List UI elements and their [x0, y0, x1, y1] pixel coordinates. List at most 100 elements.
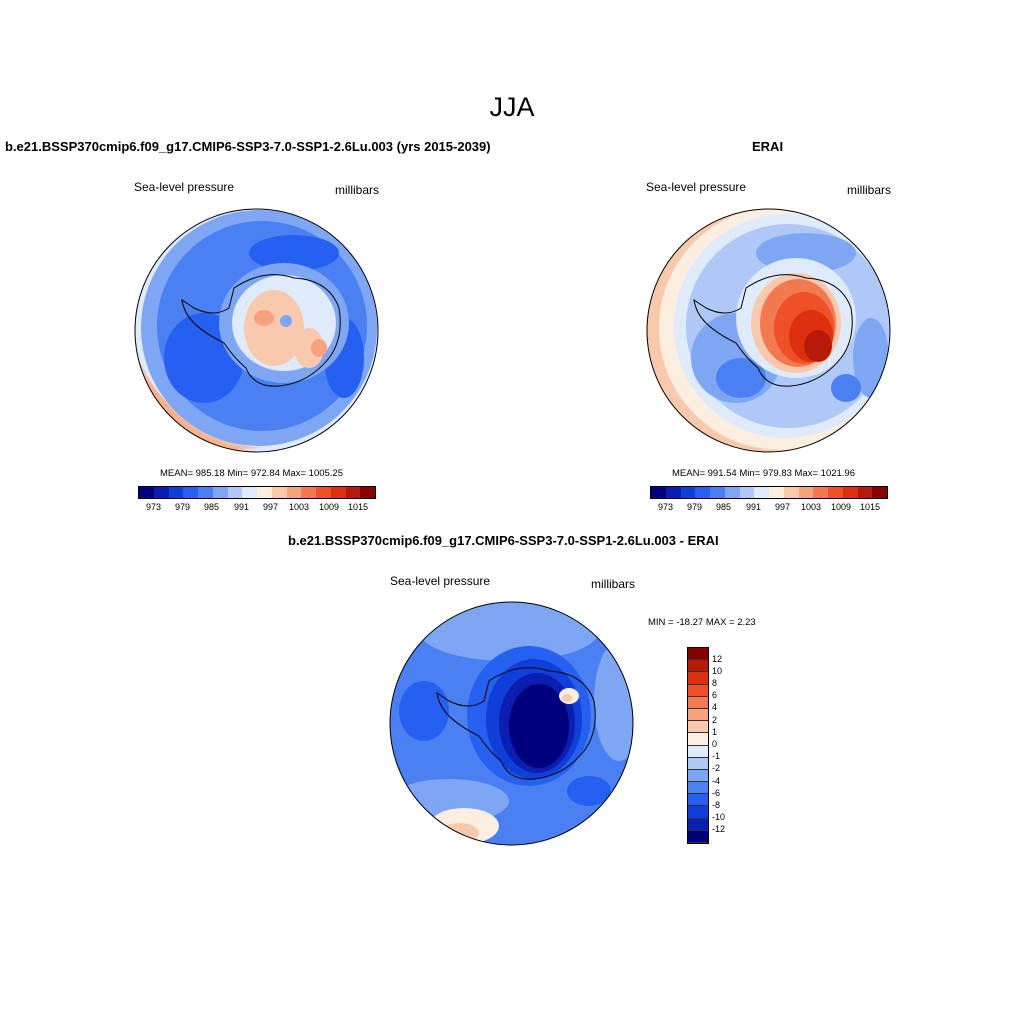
colorbar-swatch: [271, 487, 287, 498]
colorbar-swatch: [153, 487, 169, 498]
colorbar-swatch: [680, 487, 696, 498]
colorbar-swatch: [798, 487, 814, 498]
panel1-units: millibars: [335, 183, 380, 197]
colorbar-swatch: [168, 487, 184, 498]
tick: 997: [775, 502, 791, 512]
colorbar-swatch: [139, 487, 154, 498]
colorbar-swatch: [688, 794, 708, 807]
tick: 991: [746, 502, 762, 512]
colorbar-swatch: [828, 487, 843, 498]
colorbar-swatch: [769, 487, 784, 498]
tick: 1015: [860, 502, 881, 512]
page-title: JJA: [489, 92, 535, 122]
colorbar-swatch: [227, 487, 243, 498]
colorbar-swatch: [688, 648, 708, 661]
tick: -6: [712, 788, 721, 798]
panel2-map: [646, 208, 891, 453]
tick: 10: [712, 666, 723, 676]
panel2-colorbar-ticks: 973 979 985 991 997 1003 1009 1015: [650, 502, 886, 514]
tick: 1003: [289, 502, 310, 512]
colorbar-swatch: [345, 487, 361, 498]
colorbar-swatch: [301, 487, 316, 498]
colorbar-swatch: [688, 782, 708, 795]
tick: 973: [658, 502, 674, 512]
colorbar-swatch: [739, 487, 755, 498]
colorbar-swatch: [783, 487, 799, 498]
colorbar-swatch: [842, 487, 858, 498]
tick: -2: [712, 763, 721, 773]
colorbar-swatch: [813, 487, 828, 498]
panel3-units: millibars: [591, 577, 636, 591]
tick: 997: [263, 502, 279, 512]
colorbar-swatch: [688, 696, 708, 709]
panel3-title: b.e21.BSSP370cmip6.f09_g17.CMIP6-SSP3-7.…: [288, 533, 719, 548]
colorbar-swatch: [688, 745, 708, 758]
colorbar-swatch: [688, 818, 708, 831]
tick: 8: [712, 678, 718, 688]
tick: 1009: [831, 502, 852, 512]
colorbar-swatch: [724, 487, 740, 498]
colorbar-swatch: [754, 487, 769, 498]
colorbar-swatch: [688, 769, 708, 783]
colorbar-swatch: [688, 733, 708, 746]
colorbar-swatch: [688, 672, 708, 685]
panel2-colorbar: [650, 486, 888, 499]
colorbar-swatch: [316, 487, 331, 498]
tick: -10: [712, 812, 726, 822]
colorbar-swatch: [872, 487, 887, 498]
tick: 985: [716, 502, 732, 512]
tick: 1: [712, 727, 718, 737]
colorbar-swatch: [695, 487, 710, 498]
colorbar-swatch: [360, 487, 375, 498]
colorbar-swatch: [330, 487, 346, 498]
panel2-title: ERAI: [752, 139, 784, 154]
panel3-field-label: Sea-level pressure: [390, 574, 491, 588]
panel3-stats: MIN = -18.27 MAX = 2.23: [648, 617, 756, 628]
colorbar-swatch: [688, 721, 708, 734]
tick: -12: [712, 824, 726, 834]
colorbar-swatch: [242, 487, 257, 498]
panel1-colorbar-ticks: 973 979 985 991 997 1003 1009 1015: [138, 502, 374, 514]
tick: 2: [712, 715, 718, 725]
tick: 973: [146, 502, 162, 512]
colorbar-swatch: [688, 660, 708, 673]
colorbar-swatch: [183, 487, 198, 498]
colorbar-swatch: [257, 487, 272, 498]
panel2-stats: MEAN= 991.54 Min= 979.83 Max= 1021.96: [672, 468, 855, 479]
colorbar-swatch: [688, 684, 708, 697]
tick: 6: [712, 690, 718, 700]
colorbar-swatch: [688, 806, 708, 819]
panel3-colorbar: [687, 647, 709, 844]
tick: 0: [712, 739, 718, 749]
colorbar-swatch: [688, 757, 708, 770]
colorbar-swatch: [665, 487, 681, 498]
colorbar-swatch: [857, 487, 873, 498]
colorbar-swatch: [710, 487, 725, 498]
panel1-field-label: Sea-level pressure: [134, 180, 235, 194]
tick: 979: [687, 502, 703, 512]
colorbar-swatch: [651, 487, 666, 498]
panel1-colorbar: [138, 486, 376, 499]
colorbar-swatch: [286, 487, 302, 498]
panel2-units: millibars: [847, 183, 892, 197]
colorbar-swatch: [688, 708, 708, 722]
panel3-colorbar-ticks: 12 10 8 6 4 2 1 0 -1 -2 -4 -6 -8 -10 -12: [712, 647, 752, 842]
panel1-stats: MEAN= 985.18 Min= 972.84 Max= 1005.25: [160, 468, 343, 479]
tick: 979: [175, 502, 191, 512]
panel3-map: [389, 601, 634, 846]
tick: -4: [712, 776, 721, 786]
tick: 4: [712, 702, 718, 712]
tick: 1009: [319, 502, 340, 512]
tick: 991: [234, 502, 250, 512]
colorbar-swatch: [198, 487, 213, 498]
colorbar-swatch: [212, 487, 228, 498]
tick: -8: [712, 800, 721, 810]
tick: -1: [712, 751, 721, 761]
tick: 1003: [801, 502, 822, 512]
panel1-title: b.e21.BSSP370cmip6.f09_g17.CMIP6-SSP3-7.…: [5, 139, 491, 154]
tick: 1015: [348, 502, 369, 512]
tick: 12: [712, 654, 723, 664]
panel2-field-label: Sea-level pressure: [646, 180, 747, 194]
tick: 985: [204, 502, 220, 512]
panel1-map: [134, 208, 379, 453]
